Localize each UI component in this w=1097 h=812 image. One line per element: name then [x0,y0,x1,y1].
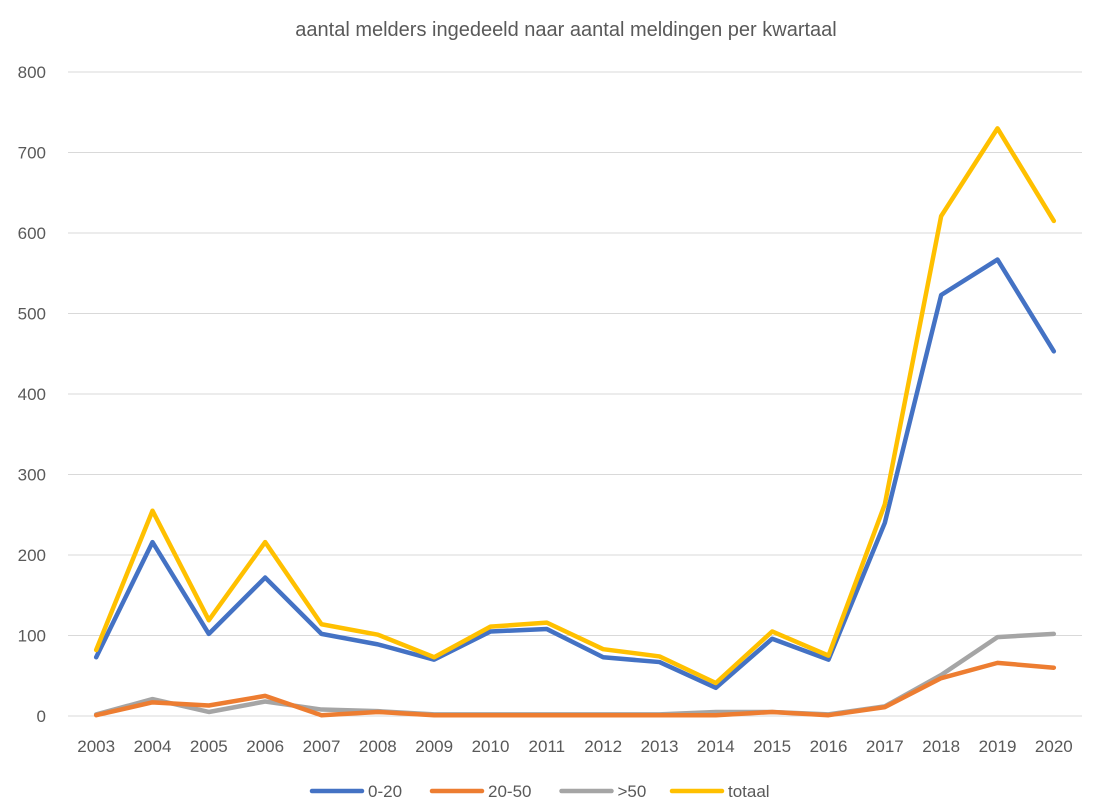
gridlines [68,71,1082,717]
x-tick-label: 2020 [1035,737,1073,756]
x-tick-label: 2012 [584,737,622,756]
y-tick-label: 100 [18,627,46,646]
x-tick-label: 2015 [753,737,791,756]
x-tick-label: 2013 [641,737,679,756]
x-tick-label: 2005 [190,737,228,756]
y-tick-label: 600 [18,224,46,243]
x-tick-label: 2016 [810,737,848,756]
legend-label: >50 [618,782,647,801]
y-axis-ticks: 0 100 200 300 400 500 600 700 800 [18,63,46,726]
x-axis-ticks: 2003 2004 2005 2006 2007 2008 2009 2010 2011 2012… [77,737,1072,756]
x-tick-label: 2011 [529,737,566,756]
x-tick-label: 2008 [359,737,397,756]
x-tick-label: 2010 [472,737,510,756]
y-tick-label: 300 [18,466,46,485]
x-tick-label: 2004 [134,737,172,756]
y-tick-label: 800 [18,63,46,82]
x-tick-label: 2017 [866,737,904,756]
series-lines [93,126,1057,718]
series-line-2050 [93,660,1057,718]
chart-title: aantal melders ingedeeld naar aantal mel… [295,19,836,41]
y-tick-label: 200 [18,546,46,565]
series-line-020 [93,257,1057,691]
x-tick-label: 2019 [979,737,1017,756]
x-tick-label: 2014 [697,737,735,756]
y-tick-label: 500 [18,305,46,324]
x-tick-label: 2007 [303,737,341,756]
series-line-totaal [93,126,1057,686]
legend-label: 20-50 [488,782,531,801]
y-tick-label: 700 [18,144,46,163]
x-tick-label: 2018 [922,737,960,756]
y-tick-label: 0 [37,707,46,726]
legend: 0-20 20-50 >50 totaal [309,782,770,801]
x-tick-label: 2009 [415,737,453,756]
y-tick-label: 400 [18,385,46,404]
legend-label: totaal [728,782,770,801]
legend-label: 0-20 [368,782,402,801]
x-tick-label: 2006 [246,737,284,756]
x-tick-label: 2003 [77,737,115,756]
